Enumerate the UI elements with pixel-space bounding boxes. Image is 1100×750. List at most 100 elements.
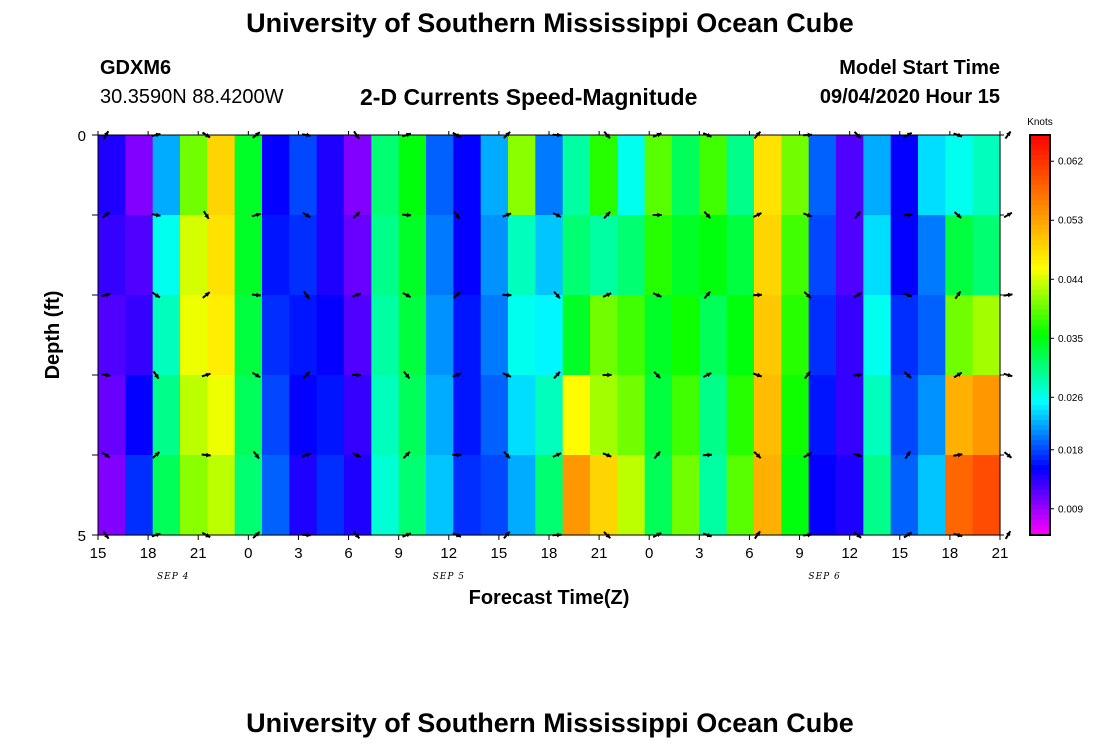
x-tick-label: 12 [440,545,457,562]
heatmap-cell [371,375,400,456]
heatmap [98,135,1001,536]
heatmap-cell [890,375,919,456]
heatmap-cell [289,375,318,456]
current-arrow [553,290,561,300]
current-arrow [403,370,411,380]
heatmap-cell [863,375,892,456]
current-arrow [453,210,461,220]
colorbar-swatch [1030,310,1050,316]
current-arrow [602,292,612,298]
current-arrow [302,211,311,219]
colorbar-swatch [1030,325,1050,331]
current-arrow [753,451,762,459]
colorbar-swatch [1030,265,1050,271]
heatmap-cell [890,455,919,536]
x-tick-label: 6 [745,545,753,562]
colorbar-swatch [1030,530,1050,536]
heatmap-cell [754,375,782,456]
heatmap-cell [398,455,427,536]
current-arrow [452,372,462,378]
heatmap-cell [617,295,646,376]
heatmap-cell [453,215,482,296]
heatmap-cell [508,295,536,376]
heatmap-cell [672,455,700,536]
colorbar-tick-label: 0.009 [1058,504,1083,515]
heatmap-cell [234,375,263,456]
heatmap-cell [726,455,755,536]
colorbar-swatch [1030,435,1050,441]
current-arrow [854,210,862,220]
colorbar-swatch [1030,230,1050,236]
x-tick-label: 3 [695,545,703,562]
heatmap-cell [754,295,782,376]
current-arrow [402,292,412,298]
heatmap-cell [125,295,154,376]
heatmap-cell [644,375,673,456]
heatmap-cell [344,375,372,456]
current-arrow [1004,530,1012,540]
heatmap-cell [781,215,810,296]
colorbar-swatch [1030,370,1050,376]
current-arrow [302,371,311,379]
colorbar-swatch [1030,295,1050,301]
heatmap-cell [98,295,126,376]
colorbar-swatch [1030,135,1050,141]
colorbar-swatch [1030,450,1050,456]
heatmap-cell [590,295,618,376]
y-tick-label: 5 [78,528,86,545]
current-arrow [853,452,863,458]
footer-title: University of Southern Mississippi Ocean… [246,708,854,738]
x-tick-label: 6 [344,545,352,562]
heatmap-cell [480,215,509,296]
current-arrow [703,290,711,300]
colorbar-swatch [1030,490,1050,496]
heatmap-cell [207,135,236,216]
colorbar-swatch [1030,235,1050,241]
heatmap-cell [316,295,345,376]
heatmap-cell [590,455,618,536]
colorbar-swatch [1030,145,1050,151]
heatmap-cell [480,375,509,456]
heatmap-cell [726,135,755,216]
heatmap-cell [98,455,126,536]
colorbar-swatch [1030,345,1050,351]
heatmap-cell [535,375,564,456]
current-arrow [703,211,712,219]
heatmap-cell [453,455,482,536]
heatmap-cell [426,135,454,216]
current-arrow [653,450,661,460]
heatmap-cell [836,375,864,456]
y-tick-label: 0 [78,128,86,145]
current-arrow [903,371,912,379]
heatmap-cell [125,455,154,536]
current-arrow [502,212,512,218]
heatmap-cell [207,375,236,456]
colorbar-swatch [1030,390,1050,396]
colorbar-swatch [1030,255,1050,261]
current-arrow [101,372,111,378]
colorbar-swatch [1030,210,1050,216]
day-label: SEP 4 [157,572,189,582]
day-label: SEP 6 [808,572,840,582]
heatmap-cell [672,135,700,216]
colorbar-swatch [1030,465,1050,471]
colorbar-swatch [1030,400,1050,406]
colorbar-swatch [1030,395,1050,401]
colorbar-swatch [1030,505,1050,511]
heatmap-cell [398,375,427,456]
current-arrow [602,452,612,458]
heatmap-cell [535,455,564,536]
heatmap-cell [508,215,536,296]
heatmap-cell [890,295,919,376]
colorbar-tick-label: 0.053 [1058,216,1083,227]
current-arrow [101,211,111,219]
heatmap-cell [617,135,646,216]
colorbar-tick-label: 0.035 [1058,334,1083,345]
heatmap-cell [726,375,755,456]
colorbar-swatch [1030,420,1050,426]
day-label: SEP 5 [433,572,465,582]
colorbar-swatch [1030,320,1050,326]
heatmap-cell [316,455,345,536]
colorbar-swatch [1030,335,1050,341]
